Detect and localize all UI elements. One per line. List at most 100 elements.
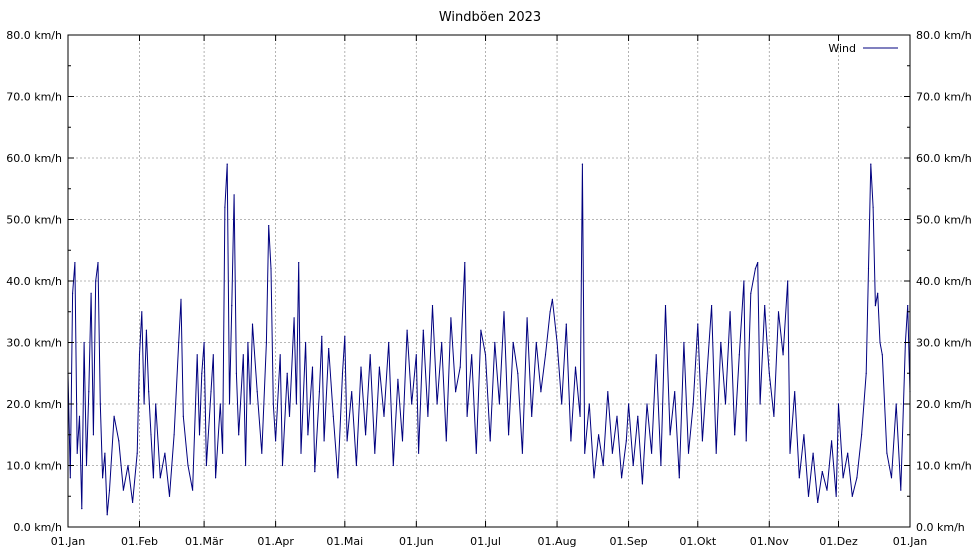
grid	[68, 35, 910, 527]
y-tick-label-right: 10.0 km/h	[916, 460, 972, 473]
data-point	[224, 206, 226, 208]
data-point	[78, 415, 81, 417]
data-point	[122, 489, 124, 491]
data-point	[632, 464, 634, 467]
data-point	[198, 434, 201, 436]
data-point	[711, 305, 713, 307]
data-point	[365, 434, 367, 436]
data-point	[697, 323, 699, 325]
data-point	[475, 452, 477, 454]
data-point	[388, 341, 390, 344]
x-tick-label: 01.Okt	[679, 535, 717, 548]
data-point	[637, 415, 639, 417]
data-point	[369, 354, 371, 356]
x-tick-label: 01.Mär	[185, 535, 224, 548]
data-point	[812, 452, 814, 454]
data-point	[561, 403, 563, 405]
data-point	[300, 452, 302, 454]
data-point	[270, 268, 272, 270]
data-point	[127, 464, 129, 467]
data-point	[512, 341, 514, 344]
y-tick-label-right: 80.0 km/h	[916, 29, 972, 42]
data-point	[588, 403, 590, 405]
data-point	[118, 440, 120, 442]
data-point	[616, 415, 618, 417]
data-point	[835, 495, 837, 497]
data-point	[219, 403, 221, 405]
data-point	[150, 434, 152, 436]
y-tick-label-left: 10.0 km/h	[6, 460, 62, 473]
data-point	[750, 292, 752, 294]
data-point	[192, 489, 194, 491]
x-tick-label: 01.Dez	[819, 535, 858, 548]
data-point	[874, 305, 877, 307]
data-point	[766, 341, 768, 344]
data-point	[549, 311, 551, 313]
ticks	[67, 34, 911, 528]
data-point	[245, 464, 247, 467]
data-point	[551, 298, 554, 300]
x-tick-label: 01.Nov	[750, 535, 789, 548]
data-point	[436, 403, 438, 405]
y-tick-label-left: 40.0 km/h	[6, 275, 62, 288]
data-point	[782, 354, 784, 356]
data-point	[593, 477, 595, 479]
data-point	[877, 292, 879, 294]
x-tick-label: 01.Jun	[399, 535, 434, 548]
data-point	[328, 348, 330, 350]
data-point	[222, 452, 224, 454]
data-point	[168, 495, 171, 497]
y-tick-label-left: 30.0 km/h	[6, 337, 62, 350]
x-tick-label: 01.Aug	[538, 535, 577, 548]
data-point	[145, 329, 147, 331]
data-point	[74, 262, 76, 264]
data-point	[646, 403, 648, 405]
data-point	[210, 391, 212, 393]
y-tick-label-right: 40.0 km/h	[916, 275, 972, 288]
data-point	[187, 464, 189, 467]
y-tick-label-left: 80.0 km/h	[6, 29, 62, 42]
data-point	[881, 354, 883, 356]
data-point	[249, 403, 251, 405]
data-point	[867, 268, 870, 270]
data-point	[102, 477, 104, 479]
data-point	[683, 341, 685, 344]
data-point	[664, 305, 667, 307]
legend-label-wind: Wind	[828, 42, 856, 55]
data-point	[337, 477, 339, 479]
data-point	[445, 440, 447, 442]
data-point	[235, 372, 237, 374]
data-point	[180, 298, 182, 300]
data-point	[455, 391, 457, 393]
data-point	[182, 415, 184, 417]
data-point	[281, 464, 284, 467]
data-point	[641, 483, 644, 485]
data-point	[295, 403, 297, 405]
data-point	[155, 403, 157, 405]
data-point	[890, 477, 893, 479]
x-tick-label: 01.Jul	[470, 535, 501, 548]
data-point	[247, 341, 249, 344]
data-point	[203, 341, 205, 344]
y-axis-right-labels: 0.0 km/h 10.0 km/h 20.0 km/h 30.0 km/h 40.0 …	[916, 29, 972, 534]
y-tick-label-right: 20.0 km/h	[916, 398, 972, 411]
data-point	[355, 464, 357, 467]
x-axis-labels: 01.Jan 01.Feb 01.Mär 01.Apr 01.Mai 01.Jun 01.J…	[51, 535, 927, 548]
data-point	[879, 341, 881, 344]
data-point	[293, 317, 295, 319]
data-point	[556, 341, 558, 344]
data-point	[286, 372, 288, 374]
data-point	[392, 464, 394, 467]
data-point	[503, 311, 505, 313]
data-point	[598, 434, 600, 436]
data-point	[272, 403, 274, 405]
data-point	[851, 495, 853, 497]
data-point	[464, 262, 466, 264]
data-point	[787, 280, 789, 282]
data-point	[261, 452, 263, 454]
data-point	[754, 268, 757, 270]
data-point	[383, 415, 385, 417]
data-point	[773, 415, 775, 417]
data-point	[378, 366, 380, 368]
